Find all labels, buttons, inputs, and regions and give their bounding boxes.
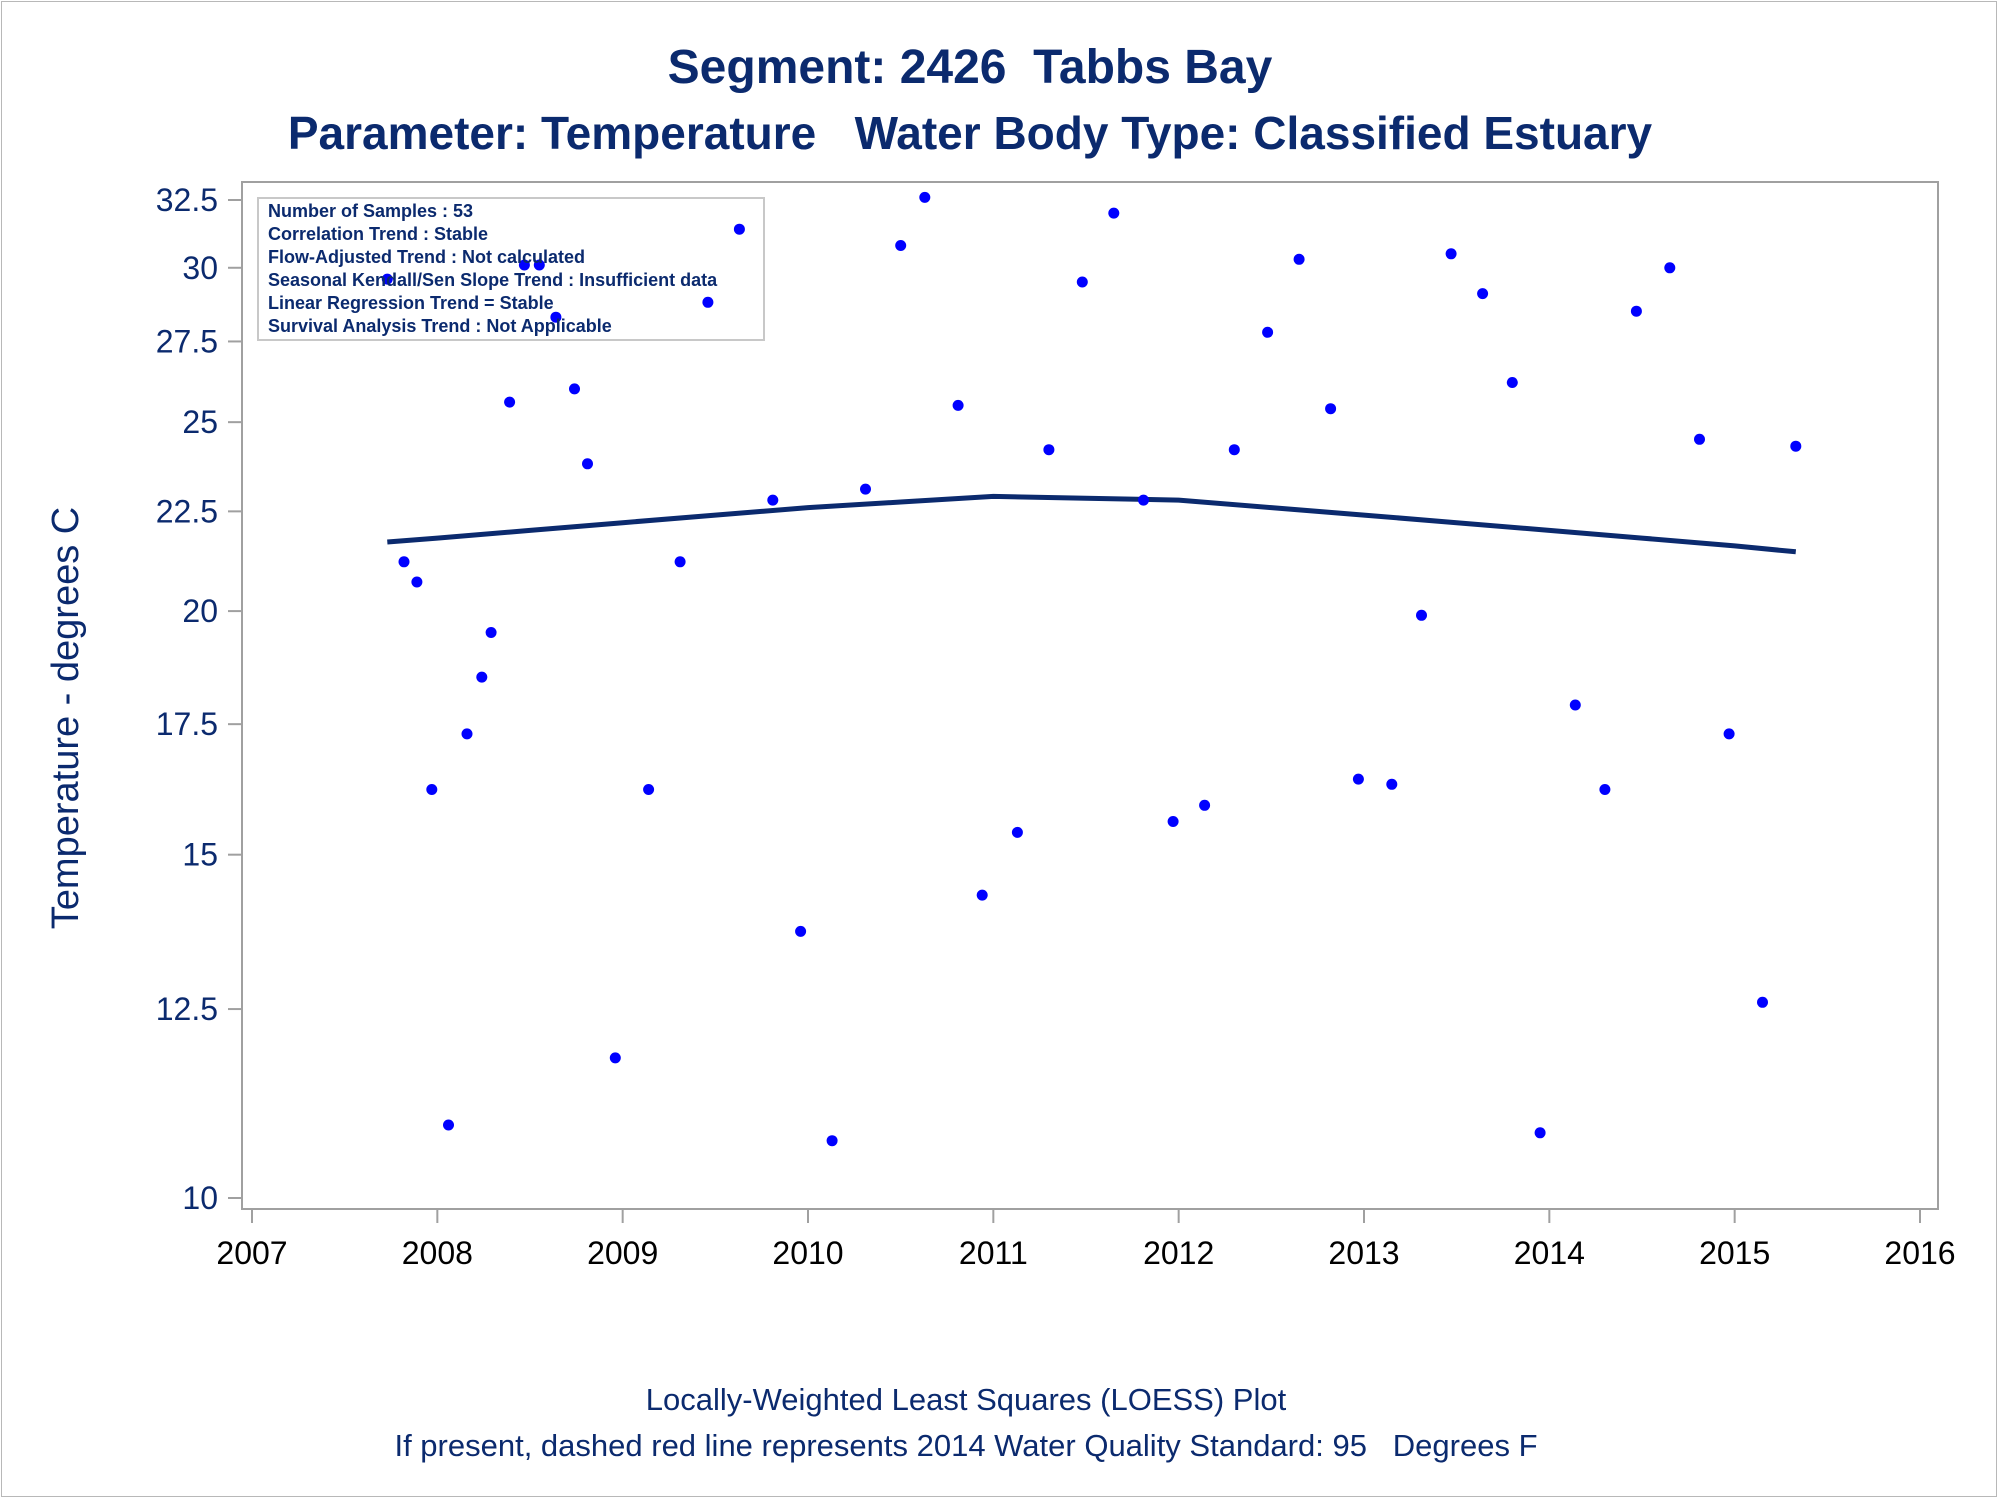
data-point [1569, 699, 1581, 711]
data-point [426, 784, 438, 795]
data-point [411, 576, 423, 588]
x-axis: 2007 2008 2009 2010 2011 2012 2013 2014 2015 2016 [216, 1209, 1956, 1271]
data-point [702, 296, 714, 308]
data-point [582, 458, 593, 470]
y-axis-label: Temperature - degrees C [45, 507, 87, 929]
data-point [550, 311, 562, 323]
stats-box: Number of Samples : 53 Correlation Trend… [257, 197, 765, 341]
data-point [826, 1135, 838, 1147]
data-point [1228, 444, 1240, 456]
data-point [485, 627, 497, 638]
data-point [1043, 444, 1055, 456]
y-tick-label: 10 [182, 1180, 218, 1216]
data-point [1386, 778, 1398, 790]
data-point [919, 191, 931, 203]
data-point [1416, 609, 1427, 621]
x-tick-label: 2013 [1328, 1235, 1399, 1271]
x-tick-label: 2008 [402, 1235, 473, 1271]
data-point [1138, 494, 1149, 506]
stats-line-flow-adjusted: Flow-Adjusted Trend : Not calculated [268, 247, 585, 267]
x-tick-label: 2011 [959, 1235, 1028, 1271]
stats-line-samples: Number of Samples : 53 [268, 201, 473, 221]
x-tick-label: 2012 [1143, 1235, 1214, 1271]
data-point [1076, 276, 1088, 288]
y-tick-label: 27.5 [156, 323, 218, 359]
data-point [609, 1052, 621, 1064]
data-point [1011, 826, 1023, 838]
x-tick-label: 2007 [216, 1235, 287, 1271]
data-point [518, 259, 530, 271]
data-point [1723, 728, 1735, 740]
data-point [1664, 262, 1676, 274]
loess-curve [387, 493, 1797, 555]
y-tick-label: 17.5 [156, 706, 218, 742]
stats-line-seasonal-kendall: Seasonal Kendall/Sen Slope Trend : Insuf… [268, 270, 718, 290]
x-tick-label: 2014 [1514, 1235, 1585, 1271]
data-point [533, 259, 545, 271]
y-tick-label: 30 [182, 250, 218, 286]
data-point [1477, 288, 1489, 300]
data-point [1262, 326, 1274, 338]
chart-subtitle: Parameter: Temperature Water Body Type: … [287, 107, 1653, 159]
data-point [1352, 773, 1364, 785]
footnote-loess: Locally-Weighted Least Squares (LOESS) P… [645, 1382, 1287, 1417]
stats-line-correlation: Correlation Trend : Stable [268, 224, 488, 244]
data-point [1167, 816, 1179, 827]
x-tick-label: 2009 [587, 1235, 658, 1271]
data-point [643, 784, 655, 795]
data-point [1293, 253, 1305, 265]
data-point [1108, 207, 1120, 219]
data-point [1445, 248, 1457, 260]
data-points [381, 191, 1802, 1147]
stats-box-border [257, 197, 765, 341]
y-tick-label: 32.5 [156, 182, 218, 218]
y-tick-label: 22.5 [156, 493, 218, 529]
data-point [895, 240, 907, 251]
data-point [1630, 305, 1642, 317]
y-axis: 10 12.5 15 17.5 20 22.5 25 27.5 30 32.5 [156, 182, 242, 1216]
data-point [398, 556, 410, 568]
y-tick-label: 20 [182, 593, 218, 629]
footnote-standard: If present, dashed red line represents 2… [394, 1428, 1538, 1463]
data-point [569, 383, 580, 395]
data-point [674, 556, 686, 568]
data-point [1694, 433, 1705, 445]
stats-line-linear-regression: Linear Regression Trend = Stable [268, 293, 554, 313]
data-point [976, 889, 988, 901]
x-tick-label: 2015 [1699, 1235, 1770, 1271]
data-point [1757, 996, 1768, 1008]
data-point [443, 1119, 454, 1131]
data-point [504, 396, 516, 408]
chart-title: Segment: 2426 Tabbs Bay [667, 41, 1273, 94]
y-tick-label: 15 [182, 837, 218, 873]
data-point [795, 925, 807, 937]
data-point [1599, 784, 1611, 795]
data-point [461, 728, 473, 740]
data-point [1325, 403, 1337, 415]
data-point [1199, 799, 1211, 811]
stats-line-survival: Survival Analysis Trend : Not Applicable [268, 316, 612, 336]
data-point [1790, 440, 1802, 452]
data-point [952, 399, 964, 411]
data-point [1534, 1127, 1546, 1139]
data-point [1506, 377, 1518, 388]
data-point [476, 671, 488, 683]
x-tick-label: 2016 [1884, 1235, 1955, 1271]
data-point [767, 494, 779, 506]
y-tick-label: 25 [182, 404, 218, 440]
data-point [381, 273, 393, 285]
data-point [733, 223, 745, 235]
data-point [860, 483, 871, 495]
x-tick-label: 2010 [772, 1235, 843, 1271]
y-tick-label: 12.5 [156, 991, 218, 1027]
